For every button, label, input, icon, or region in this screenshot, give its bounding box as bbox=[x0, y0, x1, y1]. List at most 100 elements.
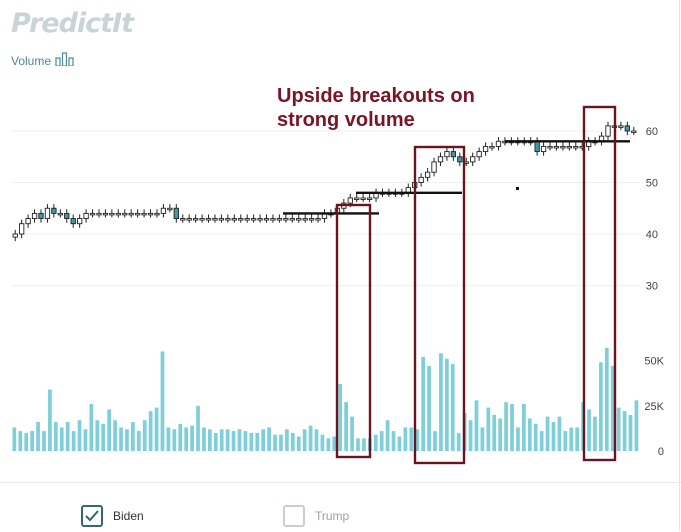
volume-bar bbox=[125, 429, 129, 451]
candle bbox=[431, 157, 437, 177]
candle bbox=[225, 214, 231, 223]
candle bbox=[405, 183, 411, 197]
volume-bar bbox=[113, 420, 117, 451]
volume-bar bbox=[510, 403, 514, 451]
volume-bar bbox=[59, 427, 64, 451]
volume-bar bbox=[219, 429, 224, 451]
price-tick-label: 30 bbox=[646, 281, 658, 293]
trump-checkbox[interactable] bbox=[283, 505, 305, 527]
volume-bar bbox=[172, 429, 177, 451]
candle bbox=[212, 214, 218, 223]
candle bbox=[186, 214, 192, 223]
volume-toggle[interactable]: Volume bbox=[11, 52, 75, 69]
volume-bar bbox=[385, 420, 390, 451]
volume-bar bbox=[516, 427, 520, 451]
candle bbox=[44, 204, 51, 223]
candle bbox=[560, 142, 566, 151]
candle bbox=[231, 214, 237, 223]
candle bbox=[302, 214, 308, 223]
candle bbox=[308, 214, 315, 223]
volume-bar bbox=[237, 429, 242, 451]
volume-bar bbox=[196, 405, 200, 451]
volume-bar bbox=[628, 414, 633, 451]
volume-bar bbox=[616, 407, 621, 451]
volume-bar bbox=[320, 434, 325, 451]
volume-bar bbox=[634, 400, 639, 451]
volume-bar bbox=[148, 411, 153, 451]
volume-bar bbox=[36, 422, 40, 451]
volume-bar bbox=[53, 422, 58, 451]
candle bbox=[199, 214, 205, 223]
volume-bar bbox=[302, 429, 307, 451]
volume-bar bbox=[468, 420, 473, 451]
candle bbox=[154, 209, 160, 218]
volume-bar bbox=[12, 427, 17, 451]
candle bbox=[624, 121, 630, 136]
volume-bar bbox=[18, 431, 23, 451]
volume-bar bbox=[456, 432, 461, 451]
candle bbox=[122, 209, 128, 218]
candle bbox=[96, 209, 102, 218]
volume-bar bbox=[142, 420, 147, 451]
volume-bar bbox=[539, 431, 544, 451]
candle bbox=[205, 214, 212, 223]
volume-bar bbox=[444, 358, 449, 451]
biden-checkbox[interactable] bbox=[81, 505, 103, 527]
volume-bar bbox=[403, 427, 408, 451]
volume-bar bbox=[563, 431, 568, 451]
volume-bar bbox=[450, 364, 455, 451]
candle bbox=[19, 219, 25, 239]
volume-bar bbox=[231, 431, 236, 451]
volume-bar bbox=[397, 436, 402, 451]
volume-bar bbox=[575, 427, 580, 451]
candle bbox=[276, 214, 283, 223]
candle bbox=[160, 204, 167, 218]
volume-bar bbox=[285, 429, 289, 451]
legend-item-biden[interactable]: Biden bbox=[81, 505, 144, 527]
predictit-logo: PredictIt bbox=[11, 8, 134, 39]
candle bbox=[354, 193, 360, 203]
candle bbox=[605, 121, 611, 141]
candle bbox=[147, 209, 154, 218]
volume-bar bbox=[356, 438, 360, 451]
volume-bar bbox=[338, 384, 343, 451]
candle bbox=[489, 142, 495, 151]
candle bbox=[573, 142, 579, 151]
price-candles bbox=[12, 121, 637, 242]
candle bbox=[102, 209, 109, 218]
volume-bar bbox=[604, 347, 609, 451]
volume-bar bbox=[95, 420, 100, 451]
legend-item-trump[interactable]: Trump bbox=[283, 505, 349, 527]
volume-bar bbox=[290, 432, 295, 451]
volume-axis: 0 25K 50K bbox=[644, 356, 664, 459]
candle bbox=[134, 209, 141, 218]
volume-bar bbox=[492, 414, 497, 451]
candle bbox=[444, 147, 450, 161]
candle bbox=[534, 137, 540, 156]
volume-bar bbox=[391, 431, 396, 451]
volume-bar bbox=[415, 429, 420, 451]
candle bbox=[244, 214, 250, 223]
volume-bar bbox=[154, 407, 159, 451]
volume-bar bbox=[101, 423, 106, 451]
candle bbox=[109, 209, 115, 218]
breakout-boxes bbox=[335, 105, 617, 465]
candle bbox=[424, 168, 431, 182]
volume-bar bbox=[599, 362, 603, 451]
volume-label: Volume bbox=[11, 53, 52, 68]
price-volume-chart: 30 40 50 60 0 25K 50K Upside breakouts on str… bbox=[12, 85, 665, 465]
volume-bar bbox=[522, 403, 526, 451]
price-tick-label: 60 bbox=[646, 126, 658, 138]
volume-bar bbox=[593, 416, 597, 451]
volume-bar bbox=[314, 429, 319, 451]
candle bbox=[77, 214, 83, 228]
volume-bar bbox=[166, 427, 171, 451]
bar-chart-icon bbox=[55, 52, 75, 69]
candle bbox=[12, 229, 18, 242]
volume-bar bbox=[107, 409, 112, 451]
volume-bar bbox=[119, 427, 123, 451]
candle bbox=[31, 209, 38, 223]
volume-bar bbox=[350, 416, 354, 451]
volume-bar bbox=[190, 425, 194, 451]
volume-bar bbox=[344, 402, 348, 451]
